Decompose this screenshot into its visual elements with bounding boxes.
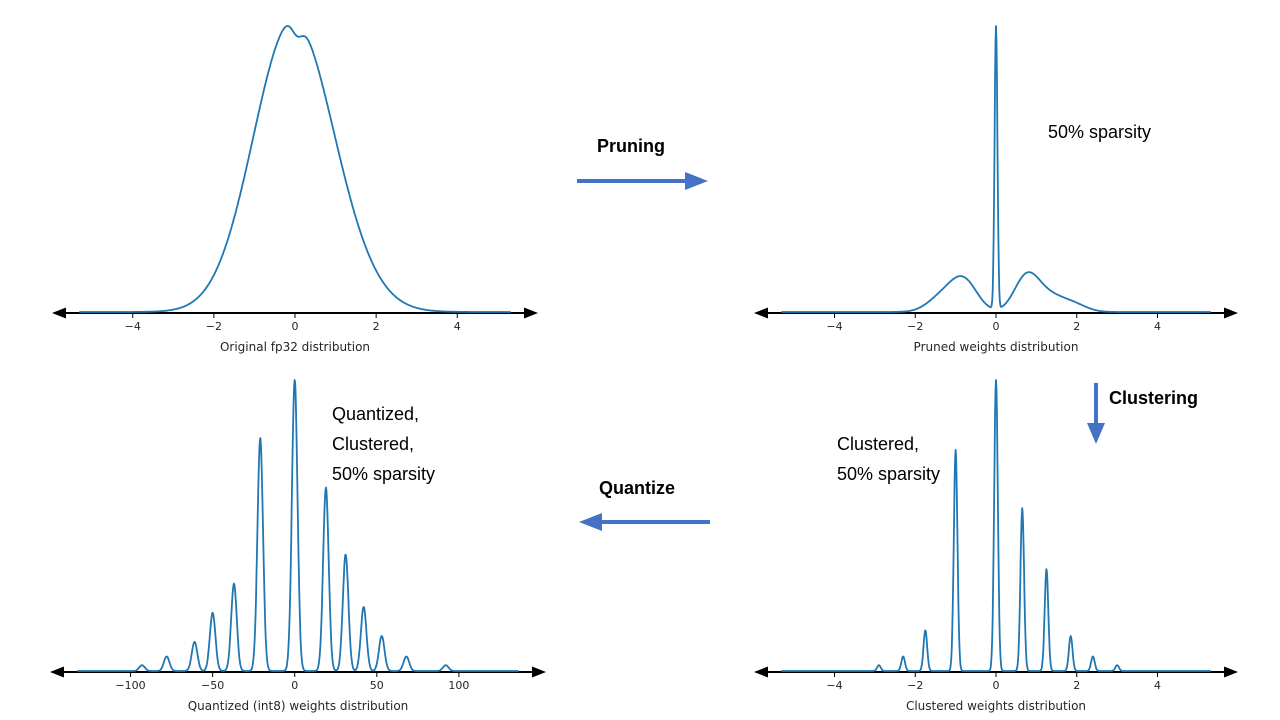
axis-arrowhead-right-icon — [1224, 307, 1238, 319]
pruning-arrow-label: Pruning — [597, 136, 665, 156]
tick-label: −4 — [125, 320, 141, 333]
tick-label: 0 — [292, 320, 299, 333]
axis-arrowhead-left-icon — [50, 666, 64, 678]
chart-caption-original: Original fp32 distribution — [219, 340, 371, 354]
arrow-head — [1087, 423, 1105, 444]
arrow-head — [579, 513, 602, 531]
axis-arrowhead-right-icon — [532, 666, 546, 678]
annotation-line: 50% sparsity — [837, 464, 941, 484]
annotation-line: Quantized, — [332, 404, 420, 424]
original-distribution-plot: −4 −2 0 2 4 — [52, 25, 538, 333]
quantized-annotation: Quantized, Clustered, 50% sparsity — [332, 399, 435, 489]
tick-label: 0 — [993, 679, 1000, 692]
tick-label: 2 — [1073, 679, 1080, 692]
distribution-curve — [79, 25, 511, 313]
quantize-arrow-label: Quantize — [599, 478, 676, 498]
axis-arrowhead-left-icon — [754, 307, 768, 319]
axis-arrowhead-left-icon — [754, 666, 768, 678]
chart-caption-quantized: Quantized (int8) weights distribution — [187, 699, 409, 713]
pruning-arrow-right-icon — [577, 172, 708, 190]
tick-label: 4 — [1154, 679, 1161, 692]
tick-label: 2 — [373, 320, 380, 333]
chart-quantized-weights: −100 −50 0 50 100 Quantized (int8) weights d… — [48, 372, 548, 713]
axis-arrowhead-right-icon — [1224, 666, 1238, 678]
tick-label: −2 — [907, 320, 923, 333]
tick-label: 4 — [454, 320, 461, 333]
annotation-line: Clustered, — [837, 434, 920, 454]
chart-pruned-weights: −4 −2 0 2 4 Pruned weights distribution — [752, 18, 1240, 354]
distribution-curve — [781, 379, 1211, 672]
chart-original-fp32: −4 −2 0 2 4 Original fp32 distribution — [50, 18, 540, 354]
tick-label: 0 — [993, 320, 1000, 333]
axis-arrowhead-left-icon — [52, 307, 66, 319]
tick-label: −50 — [201, 679, 224, 692]
pruned-sparsity-annotation: 50% sparsity — [1048, 117, 1151, 147]
distribution-curve — [781, 25, 1211, 313]
annotation-line: Clustered, — [332, 434, 415, 454]
tick-label: 0 — [291, 679, 298, 692]
tick-label: 100 — [448, 679, 469, 692]
tick-label: −2 — [907, 679, 923, 692]
annotation-line: 50% sparsity — [1048, 122, 1152, 142]
arrow-head — [685, 172, 708, 190]
chart-caption-pruned: Pruned weights distribution — [913, 340, 1079, 354]
tick-label: 2 — [1073, 320, 1080, 333]
annotation-line: 50% sparsity — [332, 464, 436, 484]
clustering-arrow-label: Clustering — [1109, 388, 1199, 408]
tick-label: −100 — [115, 679, 145, 692]
clustered-annotation: Clustered, 50% sparsity — [837, 429, 940, 489]
tick-label: 4 — [1154, 320, 1161, 333]
tick-label: −4 — [826, 679, 842, 692]
quantized-distribution-plot: −100 −50 0 50 100 — [50, 379, 546, 692]
pruned-distribution-plot: −4 −2 0 2 4 — [754, 25, 1238, 333]
chart-caption-clustered: Clustered weights distribution — [905, 699, 1087, 713]
tick-label: −4 — [826, 320, 842, 333]
clustering-arrow-down-icon — [1087, 383, 1105, 444]
chart-clustered-weights: −4 −2 0 2 4 Clustered weights distribution — [752, 372, 1240, 713]
tick-label: 50 — [370, 679, 384, 692]
distribution-curve — [77, 379, 519, 672]
quantize-arrow-left-icon — [579, 513, 710, 531]
axis-arrowhead-right-icon — [524, 307, 538, 319]
tick-label: −2 — [206, 320, 222, 333]
clustered-distribution-plot: −4 −2 0 2 4 — [754, 379, 1238, 692]
